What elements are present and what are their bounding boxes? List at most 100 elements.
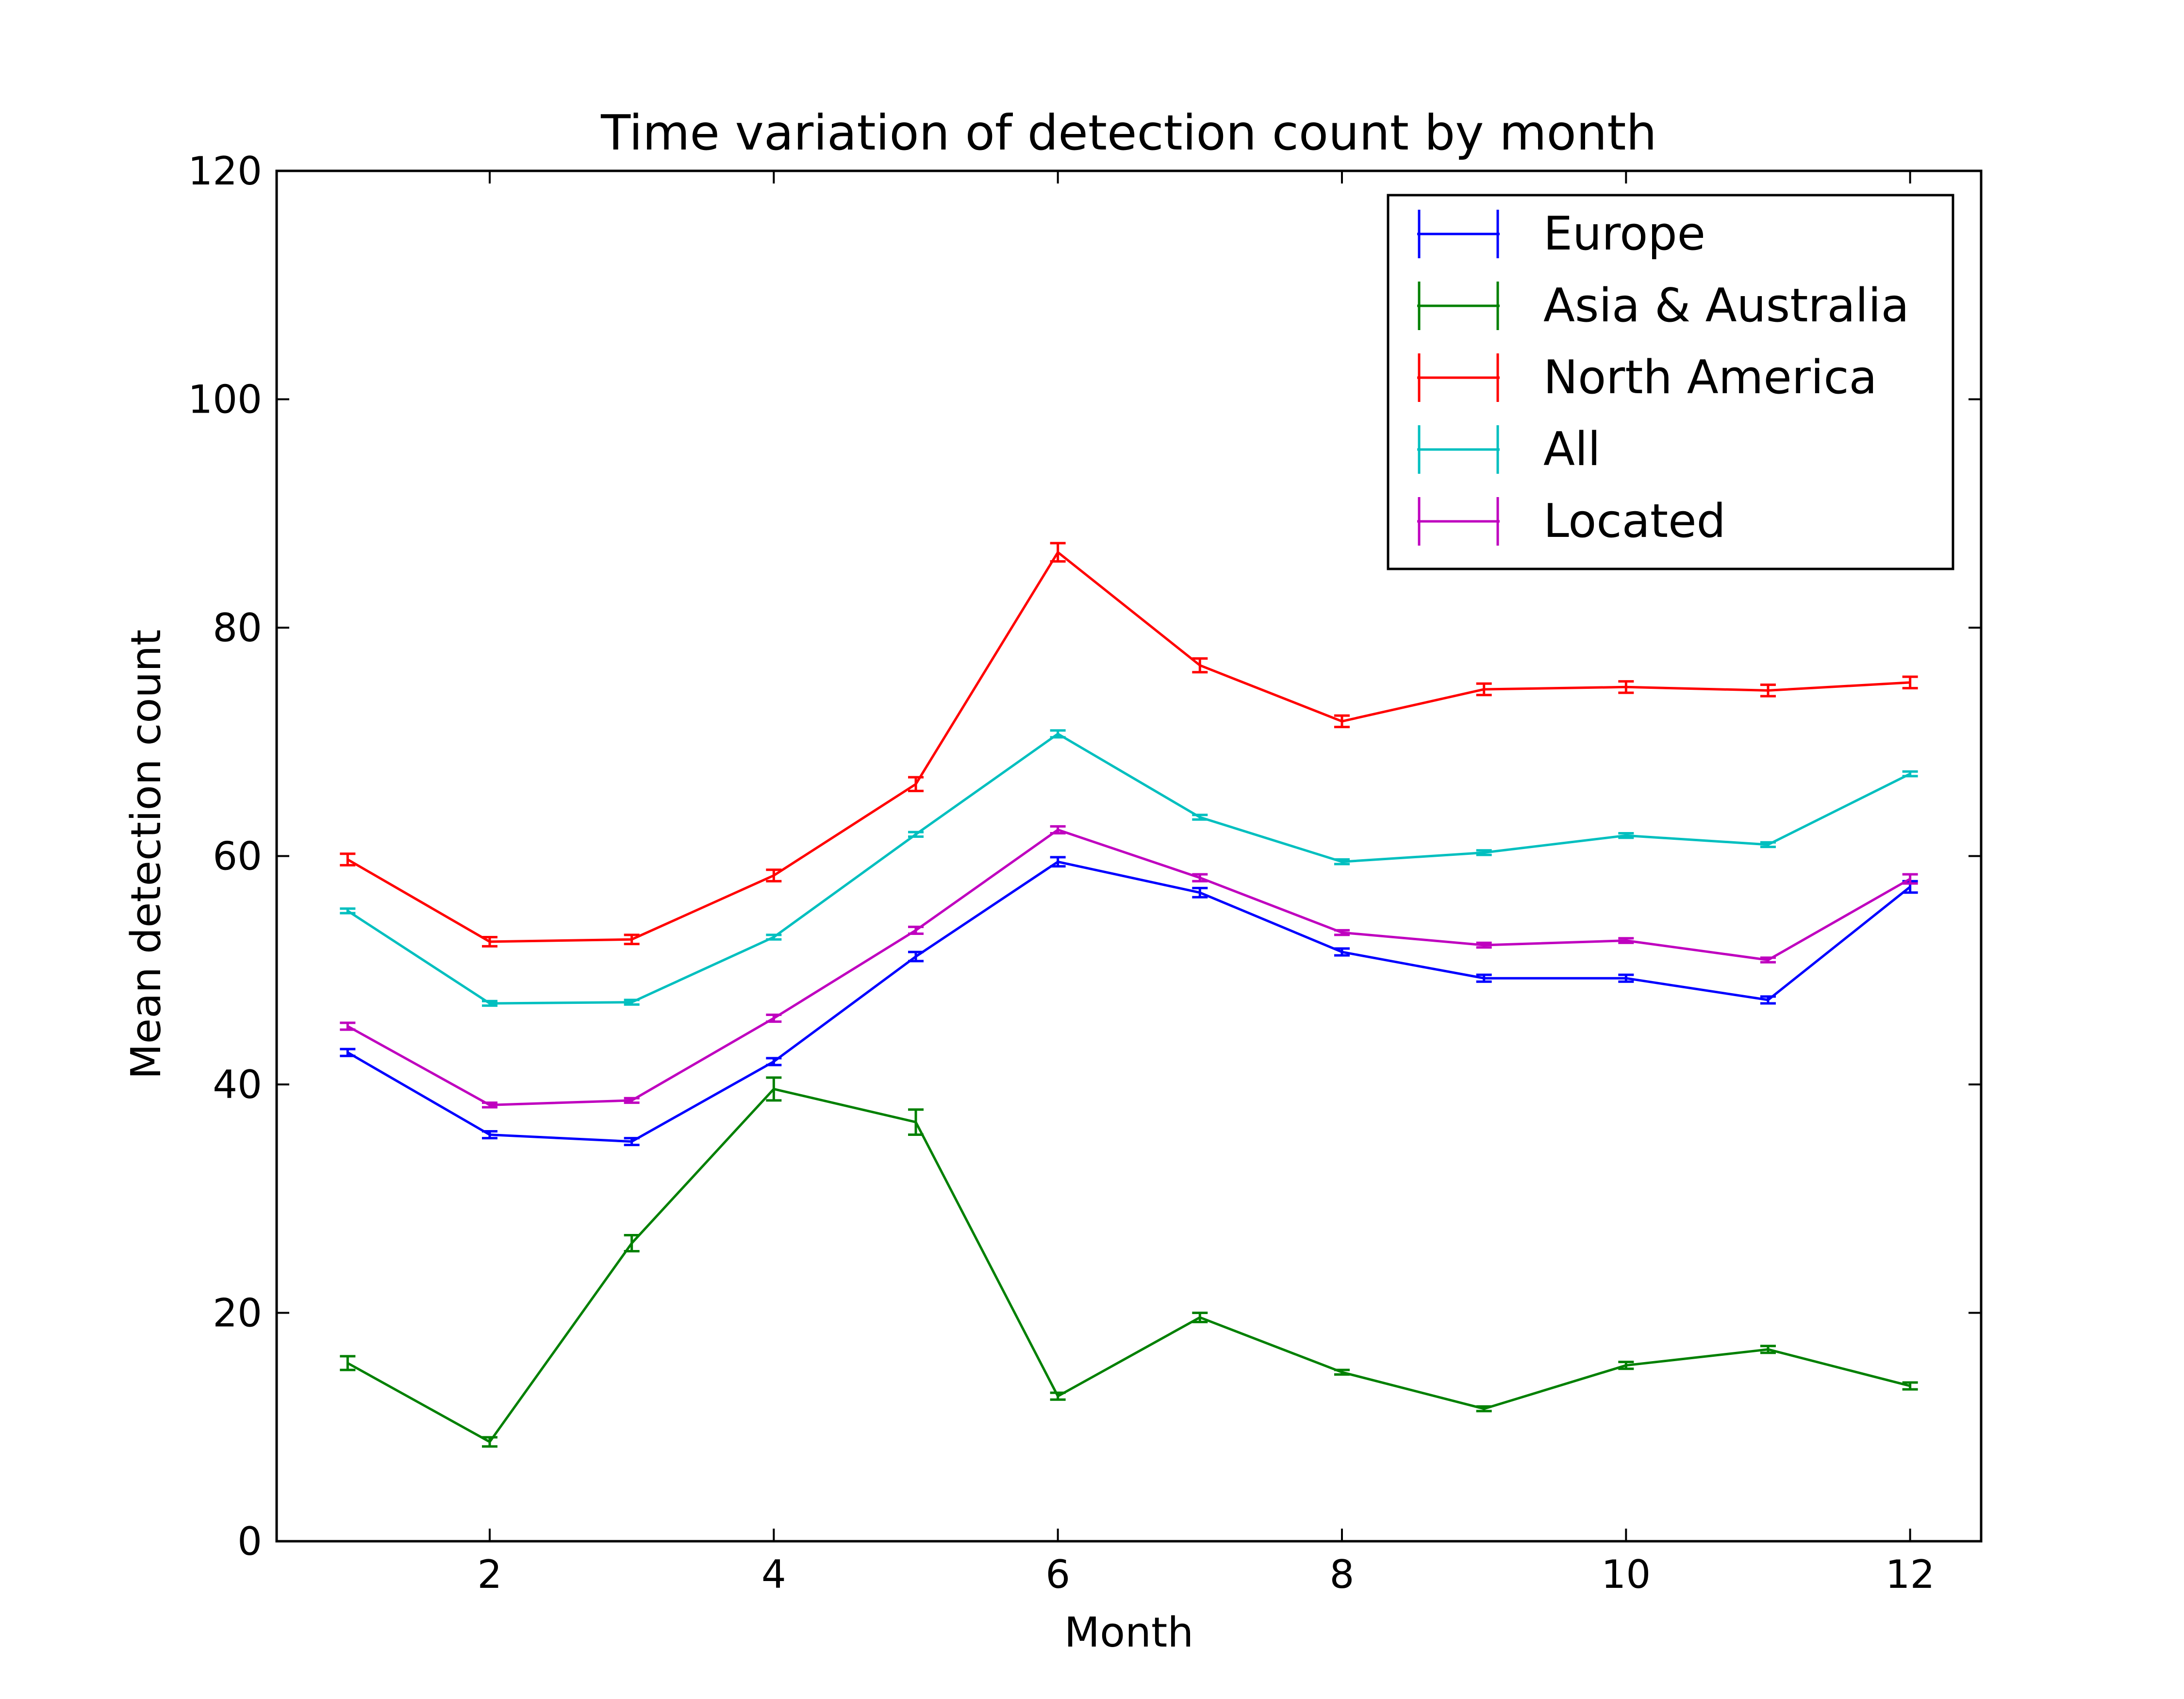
error-bar xyxy=(1192,814,1208,821)
error-bar xyxy=(1334,1368,1350,1376)
legend-label: All xyxy=(1543,423,1601,476)
error-bar xyxy=(766,1057,782,1066)
legend: Europe Asia & Australia North America All Lo… xyxy=(1387,194,1954,570)
error-bar xyxy=(1902,770,1918,778)
legend-swatch xyxy=(1417,353,1500,402)
error-bar xyxy=(1050,542,1066,563)
error-bar xyxy=(1050,856,1066,868)
chart-title: Time variation of detection count by mon… xyxy=(600,104,1657,161)
legend-item: Located xyxy=(1417,495,1726,548)
error-bar xyxy=(1760,995,1776,1005)
y-tick-label: 120 xyxy=(188,149,262,194)
error-bar xyxy=(1192,873,1208,883)
error-bar xyxy=(766,933,782,941)
error-bar xyxy=(1192,886,1208,899)
x-tick-label: 2 xyxy=(478,1552,502,1597)
y-tick-label: 60 xyxy=(213,834,262,879)
error-bar xyxy=(1476,849,1492,856)
legend-label: Europe xyxy=(1543,207,1705,261)
error-bar xyxy=(340,1355,356,1371)
error-bar xyxy=(482,1101,497,1109)
error-bar xyxy=(1618,937,1634,944)
error-bar xyxy=(766,1013,782,1023)
legend-item: Europe xyxy=(1417,207,1705,261)
error-bar xyxy=(1760,956,1776,964)
error-bar xyxy=(1902,675,1918,690)
error-bar xyxy=(1050,825,1066,834)
y-tick-label: 100 xyxy=(188,377,262,422)
y-tick-label: 0 xyxy=(237,1519,262,1564)
error-bar xyxy=(624,1097,640,1104)
legend-item: Asia & Australia xyxy=(1417,279,1909,333)
error-bar xyxy=(1334,929,1350,936)
error-bar xyxy=(482,936,497,948)
error-bar xyxy=(1334,858,1350,866)
x-tick-label: 6 xyxy=(1045,1552,1070,1597)
legend-swatch xyxy=(1417,210,1500,258)
error-bar xyxy=(1902,1381,1918,1391)
series-line xyxy=(347,860,1911,1143)
series-line xyxy=(347,733,1911,1005)
error-bar xyxy=(1760,841,1776,849)
error-bar xyxy=(1334,947,1350,957)
error-bar xyxy=(340,1048,356,1057)
x-axis-label: Month xyxy=(1064,1609,1193,1657)
error-bar xyxy=(1476,941,1492,949)
error-bar xyxy=(624,1137,640,1147)
legend-label: Located xyxy=(1543,495,1726,548)
error-bar xyxy=(908,831,924,838)
legend-label: North America xyxy=(1543,351,1877,404)
series-line xyxy=(347,551,1910,943)
error-bar xyxy=(1192,657,1208,674)
series-3 xyxy=(340,729,1918,1007)
x-tick-label: 4 xyxy=(761,1552,786,1597)
legend-swatch xyxy=(1417,497,1500,546)
error-bar xyxy=(1050,1391,1066,1401)
series-line xyxy=(347,1087,1911,1443)
error-bar xyxy=(482,999,497,1007)
error-bar xyxy=(1050,729,1066,739)
error-bar xyxy=(1618,1361,1634,1370)
error-bar xyxy=(1476,973,1492,983)
error-bar xyxy=(482,1130,497,1140)
error-bar xyxy=(908,776,924,792)
x-tick-label: 8 xyxy=(1330,1552,1355,1597)
error-bar xyxy=(1192,1312,1208,1323)
error-bar xyxy=(340,852,356,866)
error-bar xyxy=(766,868,782,883)
series-2 xyxy=(340,542,1918,948)
error-bar xyxy=(1618,832,1634,839)
y-tick-label: 80 xyxy=(213,605,262,650)
error-bar xyxy=(908,950,924,963)
error-bar xyxy=(766,1076,782,1102)
error-bar xyxy=(340,1021,356,1031)
error-bar xyxy=(908,925,924,935)
error-bar xyxy=(1618,680,1634,694)
error-bar xyxy=(624,933,640,946)
error-bar xyxy=(1618,973,1634,983)
error-bar xyxy=(1334,714,1350,729)
legend-box xyxy=(1387,194,1954,570)
error-bar xyxy=(1902,873,1918,885)
error-bar xyxy=(624,1234,640,1252)
y-axis-label: Mean detection count xyxy=(122,630,170,1080)
x-tick-label: 12 xyxy=(1886,1552,1935,1597)
legend-item: All xyxy=(1417,423,1601,476)
series-4 xyxy=(340,825,1918,1109)
error-bar xyxy=(482,1436,497,1448)
legend-item: North America xyxy=(1417,351,1877,404)
series-1 xyxy=(340,1076,1918,1448)
error-bar xyxy=(340,907,356,915)
error-bar xyxy=(1476,682,1492,697)
series-0 xyxy=(340,856,1918,1147)
y-tick-label: 20 xyxy=(213,1291,262,1336)
legend-swatch xyxy=(1417,425,1500,474)
error-bar xyxy=(624,999,640,1006)
y-tick-label: 40 xyxy=(213,1062,262,1107)
error-bar xyxy=(1476,1405,1492,1413)
series-line xyxy=(347,828,1911,1106)
error-bar xyxy=(1760,1345,1776,1354)
error-bar xyxy=(1760,683,1776,698)
